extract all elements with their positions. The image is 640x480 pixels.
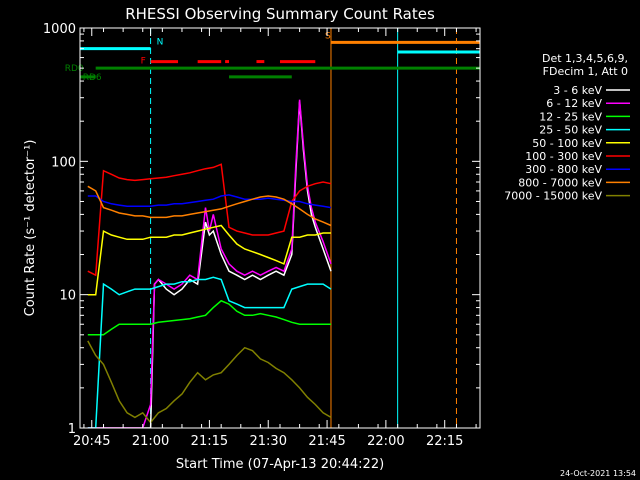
series-line-8 [87, 340, 332, 424]
series-line-7 [87, 185, 332, 227]
series-line-5 [87, 163, 332, 277]
x-tick-label-4: 21:45 [308, 434, 345, 449]
legend-label-2: 12 - 25 keV [539, 110, 602, 123]
legend: Det 1,3,4,5,6,9,FDecim 1, Att 0 3 - 6 keV… [504, 52, 630, 203]
x-axis-label: Start Time (07-Apr-13 20:44:22) [176, 457, 384, 472]
legend-label-6: 300 - 800 keV [525, 163, 602, 176]
y-tick-label-0: 1 [68, 422, 76, 437]
flag-label-0: N [157, 38, 164, 48]
series-line-4 [87, 224, 331, 296]
chart-title: RHESSI Observing Summary Count Rates [125, 5, 435, 23]
flag-label-3: F [141, 57, 146, 67]
y-axis-label: Count Rate (s⁻¹ detector⁻¹) [23, 140, 38, 317]
legend-header-1: FDecim 1, Att 0 [543, 65, 628, 78]
x-tick-label-3: 21:30 [250, 434, 287, 449]
series-line-6 [87, 194, 332, 209]
timestamp-label: 24-Oct-2021 13:54 [560, 469, 636, 478]
flag-label-5: RD6 [83, 73, 102, 83]
legend-header-0: Det 1,3,4,5,6,9, [542, 52, 628, 65]
x-tick-label-0: 20:45 [73, 434, 110, 449]
x-tick-label-6: 22:15 [426, 434, 463, 449]
flag-label-1: S [325, 31, 331, 41]
x-tick-label-5: 22:00 [367, 434, 404, 449]
series-line-2 [87, 299, 331, 336]
y-tick-label-3: 1000 [43, 22, 76, 37]
legend-label-1: 6 - 12 keV [546, 97, 602, 110]
legend-label-8: 7000 - 15000 keV [504, 190, 602, 203]
legend-label-4: 50 - 100 keV [532, 137, 602, 150]
y-tick-label-2: 100 [51, 155, 76, 170]
x-tick-label-2: 21:15 [191, 434, 228, 449]
legend-label-5: 100 - 300 keV [525, 150, 602, 163]
axes: 20:45 21:00 21:15 21:30 21:45 22:00 22:15 1 10 10… [43, 22, 480, 449]
series-line-1 [87, 99, 332, 428]
legend-label-3: 25 - 50 keV [539, 124, 602, 137]
x-tick-label-1: 21:00 [132, 434, 169, 449]
y-tick-label-1: 10 [59, 289, 76, 304]
legend-label-7: 800 - 7000 keV [518, 176, 602, 189]
legend-label-0: 3 - 6 keV [553, 84, 602, 97]
flag-label-4: RD0 [65, 64, 84, 74]
series-line-3 [87, 276, 332, 428]
plot-content [80, 28, 480, 428]
